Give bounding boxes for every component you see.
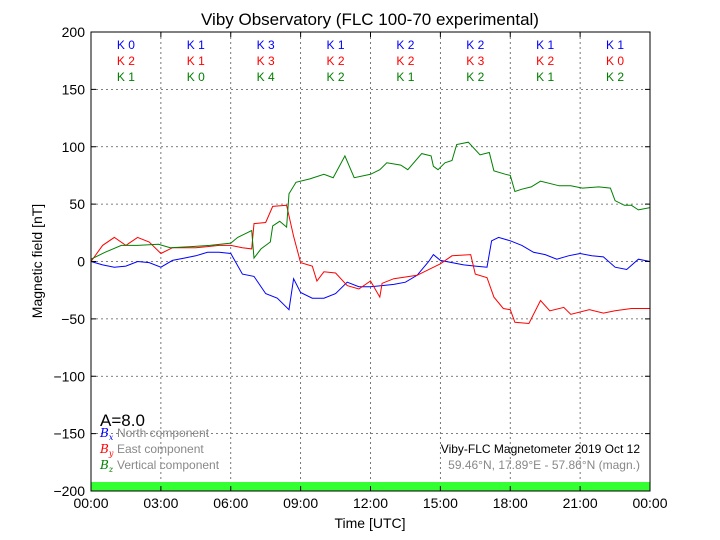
series-lines: [90, 141, 651, 325]
legend-subscript: y: [108, 449, 114, 458]
y-tick-label: −100: [53, 368, 85, 384]
k-index-x: K 0: [117, 38, 135, 52]
y-tick-label: −200: [53, 483, 85, 499]
series-line-x: [90, 236, 651, 311]
x-tick-label: 21:00: [563, 495, 598, 511]
k-index-z: K 1: [396, 70, 414, 84]
grid: [91, 32, 650, 491]
k-index-y: K 2: [536, 54, 554, 68]
k-index-x: K 1: [187, 38, 205, 52]
k-index-y: K 1: [187, 54, 205, 68]
legend-subscript: z: [108, 465, 114, 474]
k-index-z: K 2: [466, 70, 484, 84]
k-index-z: K 1: [536, 70, 554, 84]
y-tick-label: 50: [69, 196, 85, 212]
x-tick-label: 03:00: [143, 495, 178, 511]
k-index-y: K 2: [327, 54, 345, 68]
legend-symbol-y: By: [99, 442, 114, 458]
y-axis-label: Magnetic field [nT]: [29, 204, 45, 318]
k-index-z: K 1: [117, 70, 135, 84]
y-tick-label: 200: [62, 24, 86, 40]
k-index-x: K 1: [536, 38, 554, 52]
magnetometer-annotation: Viby-FLC Magnetometer 2019 Oct 12: [441, 442, 641, 456]
k-index-z: K 2: [606, 70, 624, 84]
series-line-z: [90, 141, 651, 260]
x-tick-label: 09:00: [283, 495, 318, 511]
y-tick-label: 100: [62, 139, 86, 155]
chart-title: Viby Observatory (FLC 100-70 experimenta…: [201, 10, 539, 29]
k-index-z: K 4: [257, 70, 275, 84]
x-tick-label: 06:00: [213, 495, 248, 511]
k-index-z: K 0: [187, 70, 205, 84]
y-tick-label: −50: [61, 311, 85, 327]
y-tick-label: −150: [53, 426, 85, 442]
x-tick-label: 00:00: [73, 495, 108, 511]
x-tick-label: 00:00: [632, 495, 667, 511]
k-index-y: K 3: [466, 54, 484, 68]
k-index-y: K 3: [257, 54, 275, 68]
legend-symbol-z: Bz: [99, 458, 114, 474]
series-line-y: [90, 204, 650, 325]
k-index-x: K 1: [327, 38, 345, 52]
k-indices: K 0 K 1 K 3 K 1 K 2 K 2 K 1 K 1 K 2 K 1 K 3 K 2 K 2 K…: [117, 38, 624, 84]
legend-label-y: East component: [117, 442, 204, 456]
x-tick-label: 18:00: [493, 495, 528, 511]
a-index: A=8.0: [100, 411, 145, 430]
k-index-z: K 2: [327, 70, 345, 84]
k-index-y: K 2: [396, 54, 414, 68]
k-index-x: K 3: [257, 38, 275, 52]
axis-ticks: 00:00 03:00 06:00 09:00 12:00 15:00 18:00 21:00…: [53, 24, 667, 511]
k-index-y: K 2: [117, 54, 135, 68]
k-index-x: K 1: [606, 38, 624, 52]
x-tick-label: 15:00: [423, 495, 458, 511]
y-tick-label: 150: [62, 81, 86, 97]
k-index-y: K 0: [606, 54, 624, 68]
location-annotation: 59.46°N, 17.89°E - 57.86°N (magn.): [448, 458, 640, 472]
legend-subscript: x: [109, 433, 114, 442]
x-tick-label: 12:00: [353, 495, 388, 511]
y-tick-label: 0: [77, 254, 85, 270]
legend-label-z: Vertical component: [117, 458, 220, 472]
k-index-x: K 2: [396, 38, 414, 52]
k-index-x: K 2: [466, 38, 484, 52]
legend-label-x: North component: [117, 426, 210, 440]
x-axis-label: Time [UTC]: [334, 515, 405, 531]
